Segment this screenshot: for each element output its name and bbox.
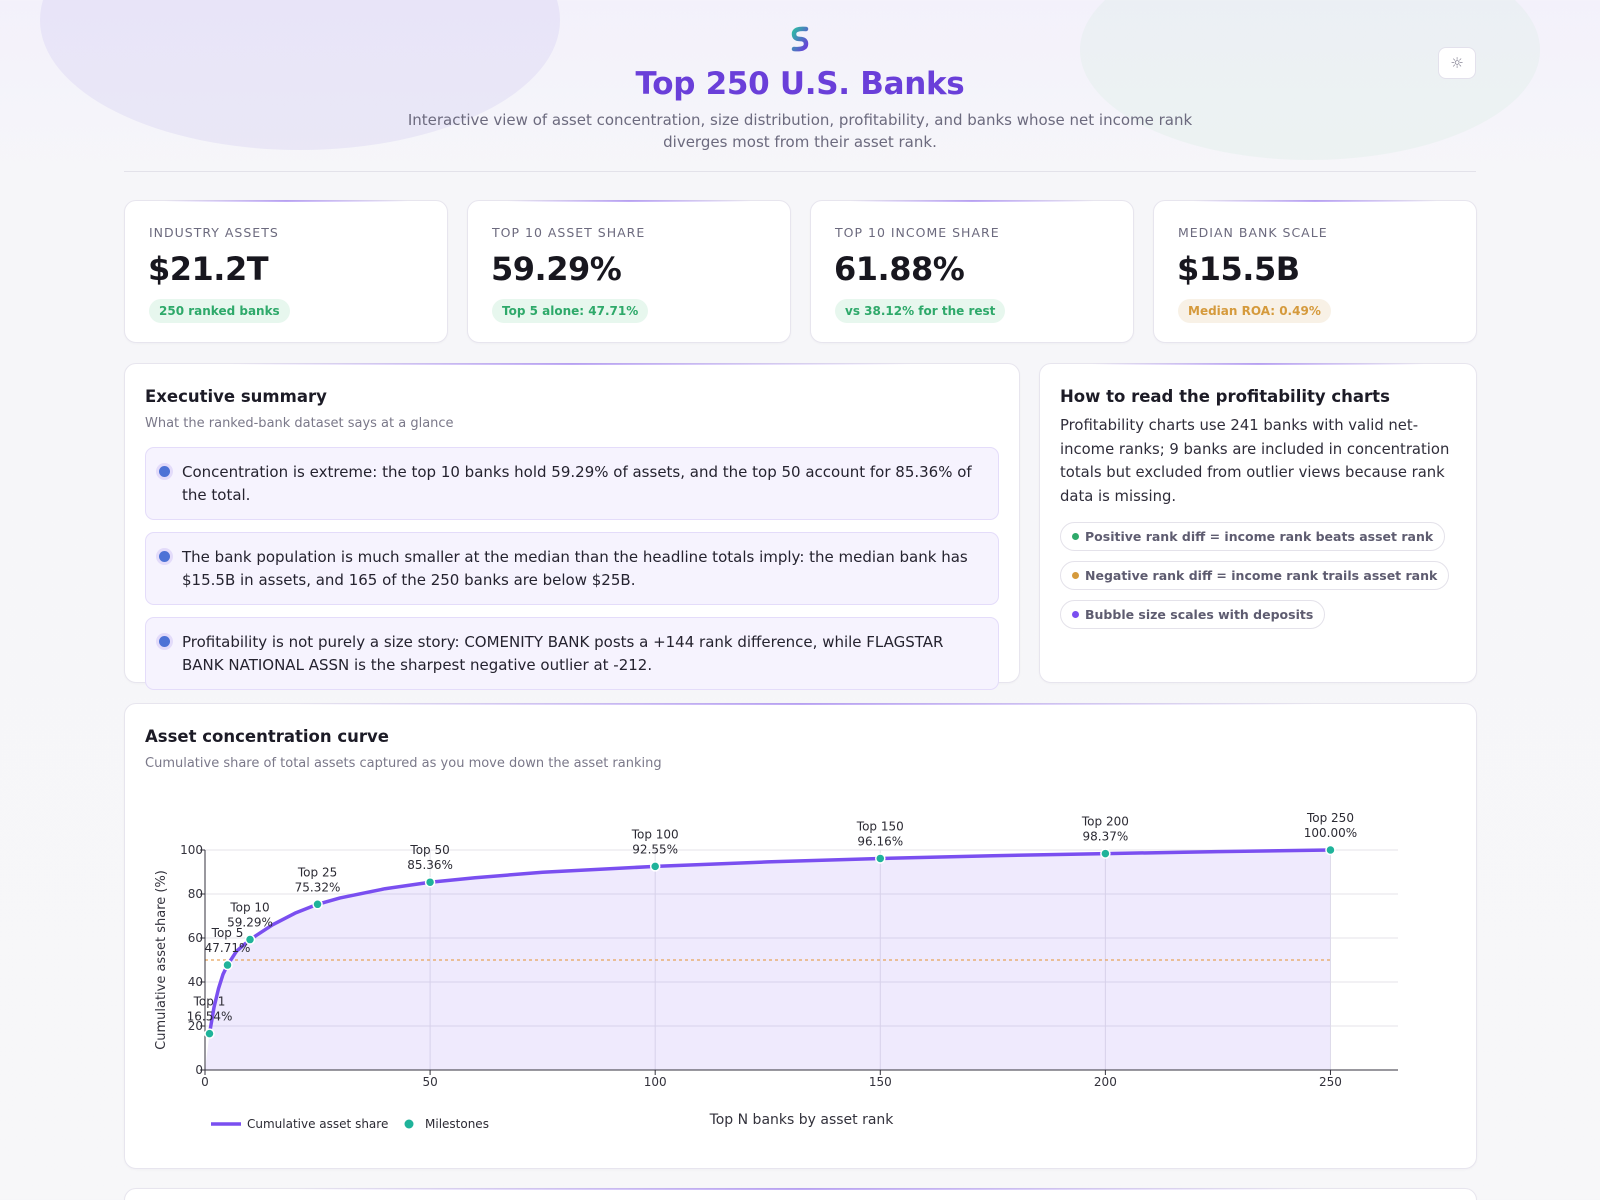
section-title: Executive summary — [145, 387, 327, 406]
milestone-point — [1100, 848, 1111, 859]
howto-card: How to read the profitability charts Pro… — [1039, 363, 1477, 683]
milestone-value: 16.54% — [187, 1010, 233, 1024]
concentration-card: Asset concentration curve Cumulative sha… — [124, 703, 1477, 1169]
y-tick-label: 20 — [188, 1019, 203, 1033]
summary-point-text: The bank population is much smaller at t… — [182, 548, 968, 589]
logo-icon — [790, 26, 810, 52]
y-tick-label: 0 — [195, 1063, 203, 1077]
milestone-point — [424, 876, 436, 888]
summary-point: Profitability is not purely a size story… — [145, 617, 999, 690]
pill-label: Negative rank diff = income rank trails … — [1085, 568, 1438, 583]
milestone-value: 100.00% — [1304, 826, 1357, 840]
legend-pill-bubble: Bubble size scales with deposits — [1060, 600, 1326, 629]
milestone-point — [244, 934, 256, 945]
milestone-point — [1325, 844, 1336, 856]
milestone-point — [649, 861, 661, 872]
bullet-dot-icon — [159, 551, 170, 562]
milestone-value: 75.32% — [295, 880, 341, 894]
legend-pill-positive: Positive rank diff = income rank beats a… — [1060, 522, 1446, 551]
kpi-badge: 250 ranked banks — [149, 299, 290, 323]
page-title: Top 250 U.S. Banks — [635, 66, 965, 102]
kpi-badge: Top 5 alone: 47.71% — [492, 299, 649, 323]
y-tick-label: 100 — [180, 843, 203, 857]
x-tick-label: 200 — [1094, 1075, 1117, 1089]
milestone-point — [204, 1028, 215, 1039]
milestone-value: 96.16% — [857, 834, 903, 848]
legend-label: Milestones — [425, 1117, 489, 1131]
legend-label: Cumulative asset share — [247, 1117, 388, 1131]
howto-text: Profitability charts use 241 banks with … — [1060, 417, 1450, 505]
milestone-label: Top 100 — [631, 827, 679, 841]
milestone-point — [875, 853, 886, 864]
x-tick-label: 250 — [1319, 1075, 1342, 1089]
section-subtitle: Cumulative share of total assets capture… — [145, 756, 662, 771]
section-title: Asset concentration curve — [145, 727, 389, 746]
x-axis-title: Top N banks by asset rank — [709, 1112, 895, 1128]
kpi-badge: vs 38.12% for the rest — [835, 299, 1006, 323]
milestone-label: Top 250 — [1306, 811, 1354, 825]
milestone-label: Top 10 — [229, 901, 269, 915]
kpi-value: 61.88% — [834, 250, 965, 288]
milestone-value: 47.71% — [205, 941, 251, 955]
x-tick-label: 0 — [201, 1075, 209, 1089]
milestone-label: Top 150 — [856, 819, 904, 833]
y-tick-label: 60 — [188, 931, 203, 945]
kpi-card-top10-income-share: TOP 10 INCOME SHARE 61.88% vs 38.12% for… — [810, 200, 1134, 343]
y-axis-title: Cumulative asset share (%) — [154, 870, 169, 1050]
pin-icon — [1072, 533, 1079, 540]
legend-pill-negative: Negative rank diff = income rank trails … — [1060, 561, 1450, 590]
pill-label: Positive rank diff = income rank beats a… — [1085, 529, 1434, 544]
legend-marker-swatch — [404, 1119, 414, 1129]
executive-summary-card: Executive summary What the ranked-bank d… — [124, 363, 1020, 690]
kpi-value: $21.2T — [148, 250, 269, 288]
pin-icon — [1072, 572, 1079, 579]
bullet-dot-icon — [159, 466, 170, 477]
summary-point-text: Concentration is extreme: the top 10 ban… — [182, 463, 972, 504]
y-tick-label: 80 — [188, 887, 203, 901]
kpi-value: 59.29% — [491, 250, 622, 288]
summary-point: Concentration is extreme: the top 10 ban… — [145, 447, 999, 520]
kpi-card-industry-assets: INDUSTRY ASSETS $21.2T 250 ranked banks — [124, 200, 448, 343]
kpi-card-top10-asset-share: TOP 10 ASSET SHARE 59.29% Top 5 alone: 4… — [467, 200, 791, 343]
kpi-label: TOP 10 INCOME SHARE — [835, 225, 1000, 240]
milestone-label: Top 5 — [211, 926, 244, 940]
sun-icon: ☼ — [1450, 54, 1464, 72]
milestone-label: Top 50 — [409, 843, 449, 857]
milestone-label: Top 1 — [193, 995, 226, 1009]
milestone-point — [222, 959, 233, 971]
milestone-label: Top 200 — [1081, 815, 1129, 829]
page-subtitle: Interactive view of asset concentration,… — [407, 111, 1193, 151]
kpi-card-median-bank-scale: MEDIAN BANK SCALE $15.5B Median ROA: 0.4… — [1153, 200, 1477, 343]
area-fill — [205, 850, 1331, 1070]
pill-label: Bubble size scales with deposits — [1085, 607, 1314, 622]
section-title: How to read the profitability charts — [1060, 387, 1390, 406]
page-header: Top 250 U.S. Banks Interactive view of a… — [0, 0, 1600, 172]
milestone-value: 92.55% — [632, 842, 678, 856]
milestone-label: Top 25 — [297, 865, 337, 879]
summary-point: The bank population is much smaller at t… — [145, 532, 999, 605]
x-tick-label: 50 — [422, 1075, 437, 1089]
pin-icon — [1072, 611, 1079, 618]
x-tick-label: 100 — [644, 1075, 667, 1089]
milestone-value: 59.29% — [227, 916, 273, 930]
next-section-card — [124, 1188, 1477, 1200]
x-tick-label: 150 — [869, 1075, 892, 1089]
milestone-value: 98.37% — [1082, 830, 1128, 844]
kpi-label: TOP 10 ASSET SHARE — [492, 225, 646, 240]
kpi-label: MEDIAN BANK SCALE — [1178, 225, 1328, 240]
milestone-point — [312, 899, 323, 910]
milestone-value: 85.36% — [407, 858, 453, 872]
bullet-dot-icon — [159, 636, 170, 647]
concentration-chart[interactable]: 0 50 100 150 200 250 0 20 40 60 80 100 Top N banks b… — [145, 784, 1458, 1154]
kpi-value: $15.5B — [1177, 250, 1300, 288]
kpi-label: INDUSTRY ASSETS — [149, 225, 279, 240]
summary-point-text: Profitability is not purely a size story… — [182, 633, 944, 674]
theme-toggle-button[interactable]: ☼ — [1438, 47, 1476, 79]
kpi-badge: Median ROA: 0.49% — [1178, 299, 1331, 323]
header-divider — [124, 171, 1476, 172]
y-tick-label: 40 — [188, 975, 203, 989]
section-subtitle: What the ranked-bank dataset says at a g… — [145, 416, 454, 431]
